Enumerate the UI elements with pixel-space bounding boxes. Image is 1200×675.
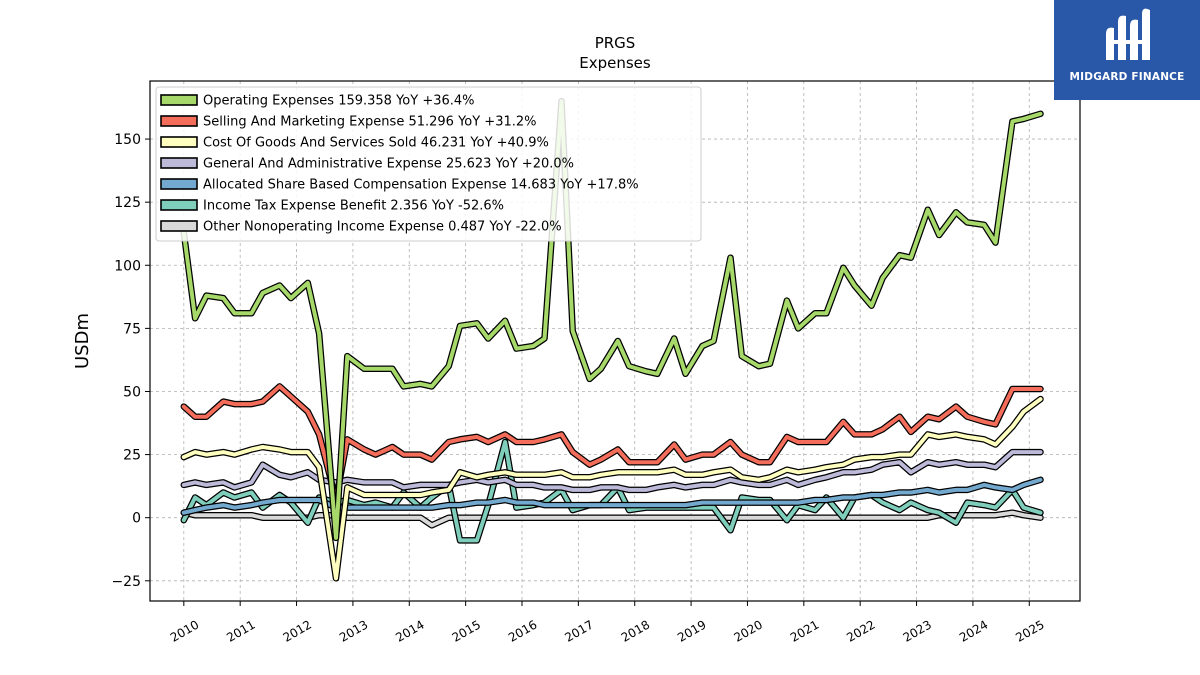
x-tick-label: 2017 xyxy=(562,617,595,644)
x-tick-label: 2016 xyxy=(506,617,539,644)
y-tick-label: 25 xyxy=(123,448,141,464)
legend-label: Other Nonoperating Income Expense 0.487 … xyxy=(203,220,562,235)
legend-label: Selling And Marketing Expense 51.296 YoY… xyxy=(203,115,537,130)
series-line-0 xyxy=(181,99,1043,540)
y-tick-label: −25 xyxy=(111,574,141,590)
legend-label: Operating Expenses 159.358 YoY +36.4% xyxy=(203,94,475,109)
y-tick-label: 0 xyxy=(132,511,141,527)
legend-label: Cost Of Goods And Services Sold 46.231 Y… xyxy=(203,136,549,151)
legend-swatch xyxy=(160,157,198,169)
y-tick-label: 50 xyxy=(123,384,141,400)
chart-title: PRGS xyxy=(595,34,636,52)
legend-box xyxy=(155,86,702,242)
legend: Operating Expenses 159.358 YoY +36.4% Sel… xyxy=(155,86,702,242)
legend-label: General And Administrative Expense 25.62… xyxy=(203,157,574,172)
x-tick-label: 2021 xyxy=(788,617,821,644)
y-tick-label: 75 xyxy=(123,321,141,337)
y-tick-label: 150 xyxy=(114,132,141,148)
x-tick-label: 2024 xyxy=(957,617,990,644)
x-tick-label: 2022 xyxy=(844,617,877,644)
x-tick-label: 2010 xyxy=(168,617,201,644)
legend-swatch xyxy=(160,178,198,190)
x-tick-label: 2012 xyxy=(281,617,314,644)
x-tick-label: 2025 xyxy=(1013,617,1046,644)
legend-swatch xyxy=(160,199,198,211)
x-tick-label: 2018 xyxy=(619,617,652,644)
y-tick-label: 125 xyxy=(114,195,141,211)
logo-text: MIDGARD FINANCE xyxy=(1069,71,1185,83)
legend-swatch xyxy=(160,136,198,148)
x-tick-label: 2014 xyxy=(393,617,426,644)
series-lines xyxy=(180,97,1044,582)
series-line-6 xyxy=(181,510,1043,528)
midgard-finance-logo: MIDGARD FINANCE xyxy=(1054,0,1200,100)
x-tick-label: 2023 xyxy=(901,617,934,644)
legend-label: Income Tax Expense Benefit 2.356 YoY -52… xyxy=(203,199,504,214)
legend-swatch xyxy=(160,115,198,127)
x-tick-label: 2020 xyxy=(732,617,765,644)
midgard-logo-mark-icon xyxy=(1106,8,1150,61)
series-line-1 xyxy=(181,384,1043,502)
series-line-2 xyxy=(181,397,1043,581)
legend-swatch xyxy=(160,94,198,106)
legend-swatch xyxy=(160,220,198,232)
x-tick-label: 2015 xyxy=(450,617,483,644)
y-tick-label: 100 xyxy=(114,258,141,274)
x-tick-label: 2019 xyxy=(675,617,708,644)
series-outline-1 xyxy=(180,383,1044,504)
y-axis-label: USDm xyxy=(72,313,93,369)
x-tick-label: 2013 xyxy=(337,617,370,644)
chart-subtitle: Expenses xyxy=(579,54,651,72)
legend-label: Allocated Share Based Compensation Expen… xyxy=(203,178,639,193)
plot-frame xyxy=(149,80,1081,602)
x-tick-label: 2011 xyxy=(224,617,257,644)
